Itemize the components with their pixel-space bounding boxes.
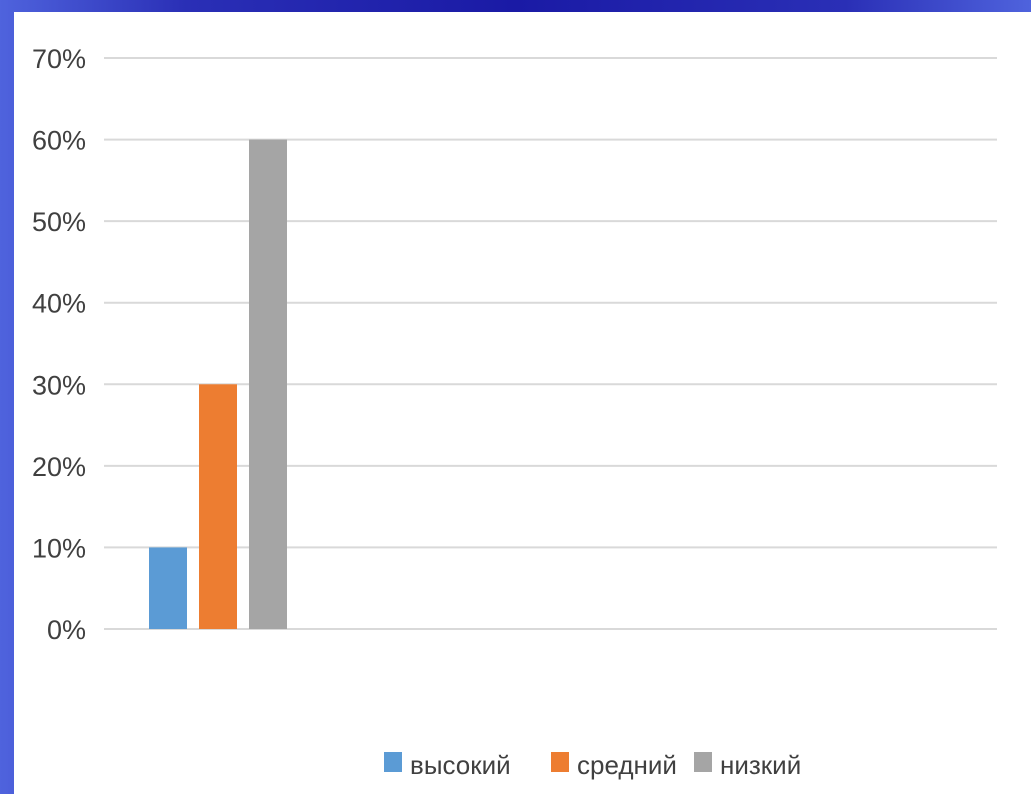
y-tick-label: 30% [32,370,86,400]
gridlines [104,57,997,630]
legend-label-средний: средний [577,750,677,780]
y-tick-label: 60% [32,126,86,156]
bar-средний [199,384,237,629]
legend-swatch-высокий [384,752,402,772]
y-tick-label: 40% [32,289,86,319]
y-tick-label: 20% [32,452,86,482]
legend: высокий средний низкий [384,750,801,780]
y-tick-label: 70% [32,44,86,74]
legend-label-высокий: высокий [410,750,511,780]
bars [149,139,287,630]
bar-низкий [249,139,287,630]
bar-chart: 0% 10% 20% 30% 40% 50% 60% 70% высокий средний ни… [32,44,997,780]
legend-swatch-средний [551,752,569,772]
legend-label-низкий: низкий [720,750,801,780]
y-axis-tick-labels: 0% 10% 20% 30% 40% 50% 60% 70% [32,44,86,645]
legend-swatch-низкий [694,752,712,772]
y-tick-label: 0% [47,615,86,645]
chart-panel: 0% 10% 20% 30% 40% 50% 60% 70% высокий средний ни… [14,12,1031,794]
y-tick-label: 10% [32,533,86,563]
bar-высокий [149,547,187,629]
y-tick-label: 50% [32,207,86,237]
